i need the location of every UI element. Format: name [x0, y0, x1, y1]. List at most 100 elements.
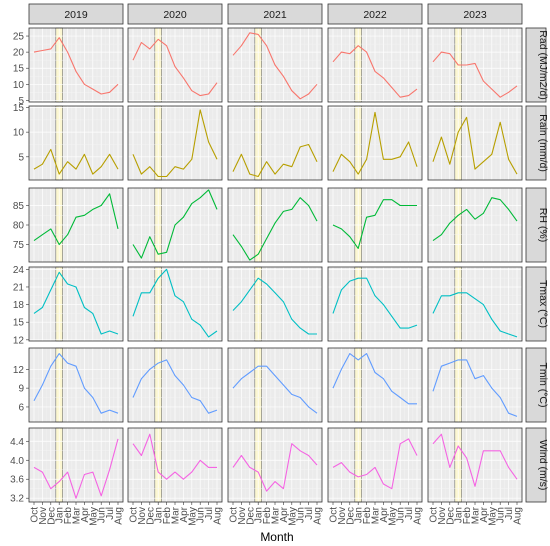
- x-tick-label: Nov: [337, 507, 348, 525]
- x-tick-label: Mar: [271, 506, 282, 524]
- panel-border: [327, 105, 423, 181]
- row-strip-label: Wind (m/s): [537, 440, 549, 491]
- x-tick-label: Oct: [229, 507, 240, 523]
- panel-border: [327, 347, 423, 423]
- panel-border: [427, 105, 523, 181]
- series-line: [33, 193, 119, 246]
- x-tick-label: Mar: [72, 506, 83, 524]
- row-strip: [525, 187, 547, 263]
- column-strip: [427, 3, 523, 25]
- column-strip: [127, 3, 223, 25]
- y-tick-label: 12: [13, 335, 25, 346]
- x-tick-label: Jul: [504, 507, 515, 520]
- x-tick-label: Mar: [171, 506, 182, 524]
- x-tick-label: Apr: [80, 506, 91, 522]
- panel-border: [227, 27, 323, 103]
- series-line: [332, 438, 418, 490]
- panel-border: [127, 266, 223, 342]
- x-tick-label: Jul: [304, 507, 315, 520]
- panel-border: [327, 266, 423, 342]
- y-tick-label: 5: [18, 152, 24, 163]
- x-tick-label: Jun: [196, 507, 207, 523]
- series-line: [432, 433, 518, 487]
- series-line: [33, 148, 119, 175]
- series-line: [332, 111, 418, 175]
- y-tick-label: 24: [13, 265, 25, 276]
- y-tick-label: 5: [18, 96, 24, 107]
- series-line: [432, 359, 518, 417]
- series-line: [432, 197, 518, 242]
- column-strip-label: 2022: [363, 9, 387, 21]
- x-tick-label: Jan: [154, 507, 165, 523]
- y-tick-label: 3.2: [10, 494, 24, 505]
- x-tick-label: May: [487, 507, 498, 526]
- panel-backgrounds: [29, 27, 522, 503]
- column-strip: [28, 3, 124, 25]
- series-line: [33, 353, 119, 414]
- column-strip-label: 2020: [163, 9, 187, 21]
- x-tick-label: Jan: [55, 507, 66, 523]
- series-line: [232, 443, 318, 492]
- x-tick-label: Dec: [145, 507, 156, 525]
- x-tick-label: Feb: [162, 507, 173, 525]
- x-tick-label: Feb: [362, 507, 373, 525]
- row-strip: [525, 27, 547, 103]
- y-tick-label: 25: [13, 32, 25, 43]
- panel-border: [28, 347, 124, 423]
- y-tick-label: 15: [13, 64, 25, 75]
- x-tick-label: Apr: [379, 506, 390, 522]
- y-tick-label: 15: [13, 103, 25, 114]
- series-line: [132, 268, 218, 338]
- series-line: [232, 365, 318, 414]
- row-strip-label: Rain (mm/d): [537, 114, 549, 172]
- series-line: [232, 32, 318, 100]
- column-strip-label: 2023: [463, 9, 487, 21]
- y-tick-label: 75: [13, 240, 25, 251]
- panel-border: [427, 187, 523, 263]
- column-strip: [227, 3, 323, 25]
- x-tick-label: Feb: [262, 507, 273, 525]
- y-tick-label: 85: [13, 201, 25, 212]
- x-tick-label: Nov: [237, 507, 248, 525]
- row-strip: [525, 266, 547, 342]
- panel-border: [127, 105, 223, 181]
- panel-border: [227, 187, 323, 263]
- panel-border: [28, 266, 124, 342]
- x-tick-label: Mar: [471, 506, 482, 524]
- panel-border: [28, 105, 124, 181]
- panel-border: [227, 105, 323, 181]
- x-tick-label: Aug: [114, 507, 125, 525]
- x-tick-label: Jun: [396, 507, 407, 523]
- y-tick-label: 10: [13, 128, 25, 139]
- x-tick-label: May: [287, 507, 298, 526]
- panel-border: [327, 187, 423, 263]
- y-tick-label: 9: [18, 384, 24, 395]
- x-tick-label: Feb: [462, 507, 473, 525]
- series-line: [132, 189, 218, 259]
- x-tick-label: Oct: [30, 507, 41, 523]
- panel-border: [327, 27, 423, 103]
- x-tick-label: Apr: [279, 506, 290, 522]
- series-line: [132, 109, 218, 178]
- x-tick-label: Nov: [137, 507, 148, 525]
- series-line: [332, 277, 418, 329]
- x-tick-label: May: [187, 507, 198, 526]
- y-tick-label: 3.6: [10, 475, 24, 486]
- column-strip-label: 2019: [64, 9, 88, 21]
- row-strip: [525, 347, 547, 423]
- series-line: [33, 271, 119, 335]
- x-tick-label: Dec: [46, 507, 57, 525]
- series-line: [132, 38, 218, 97]
- x-tick-label: Aug: [413, 507, 424, 525]
- x-tick-label: Jan: [354, 507, 365, 523]
- row-strip-label: Rad (MJ/m2/d): [537, 30, 549, 99]
- x-tick-label: Oct: [129, 507, 140, 523]
- x-tick-label: Aug: [213, 507, 224, 525]
- y-tick-label: 6: [18, 402, 24, 413]
- x-tick-label: Apr: [179, 506, 190, 522]
- x-tick-label: Aug: [513, 507, 524, 525]
- x-tick-label: Jun: [496, 507, 507, 523]
- x-tick-label: Dec: [445, 507, 456, 525]
- series-line: [132, 433, 217, 480]
